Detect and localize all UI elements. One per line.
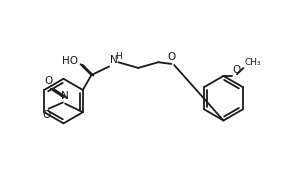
Text: HO: HO: [62, 56, 78, 66]
Text: N: N: [110, 55, 118, 65]
Text: O: O: [44, 76, 53, 86]
Text: O: O: [168, 52, 176, 62]
Text: CH₃: CH₃: [245, 58, 261, 67]
Text: H: H: [115, 52, 122, 61]
Text: O: O: [42, 110, 51, 120]
Text: O: O: [232, 65, 241, 75]
Text: N: N: [61, 91, 69, 101]
